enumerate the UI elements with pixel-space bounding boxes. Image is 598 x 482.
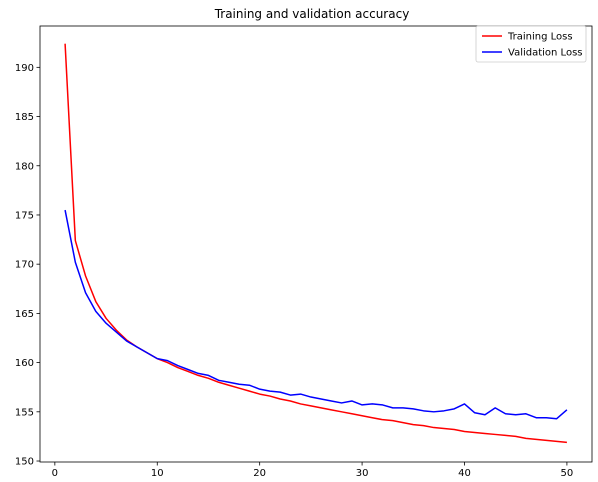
- series-line-0: [64, 43, 567, 444]
- chart-title: Training and validation accuracy: [214, 7, 410, 21]
- y-tick-label: 175: [15, 210, 34, 221]
- plot-frame: [39, 25, 593, 463]
- y-tick-label: 190: [15, 63, 34, 74]
- y-tick-label: 165: [15, 309, 34, 320]
- legend-label-1: Validation Loss: [508, 48, 583, 59]
- series-layer: [64, 43, 568, 444]
- y-tick-label: 180: [15, 161, 34, 172]
- legend-box: [475, 25, 587, 63]
- x-tick-label: 40: [458, 468, 471, 479]
- y-tick-label: 170: [15, 260, 34, 271]
- axes-layer: 0 10 20 30 40 50 150 155 160 165 170 175 180 185 190: [15, 25, 593, 479]
- legend-label-0: Training Loss: [507, 32, 573, 43]
- x-tick-label: 10: [151, 468, 164, 479]
- y-tick-label: 185: [15, 112, 34, 123]
- series-line-1: [64, 209, 568, 420]
- x-tick-label: 0: [52, 468, 58, 479]
- x-tick-label: 20: [253, 468, 266, 479]
- y-tick-label: 150: [15, 457, 34, 468]
- y-tick-label: 160: [15, 358, 34, 369]
- x-tick-label: 30: [356, 468, 369, 479]
- x-tick-label: 50: [561, 468, 574, 479]
- legend: Training Loss Validation Loss: [475, 25, 587, 63]
- y-tick-label: 155: [15, 407, 34, 418]
